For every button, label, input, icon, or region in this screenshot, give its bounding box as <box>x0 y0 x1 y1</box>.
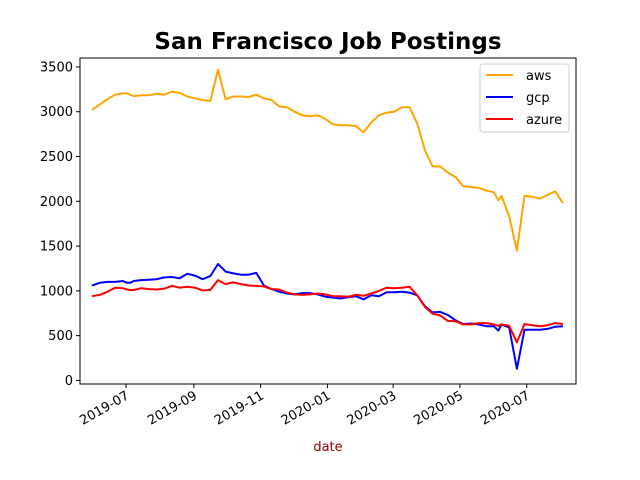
series-line-aws <box>91 68 564 252</box>
series-line-gcp <box>91 263 563 370</box>
series-line-azure <box>91 279 564 344</box>
y-tick-label-500: 500 <box>48 329 73 344</box>
y-tick-label-3000: 3000 <box>40 105 73 120</box>
y-tick-label-3500: 3500 <box>40 60 73 75</box>
legend: aws gcp azure <box>479 63 570 133</box>
series-layer <box>91 68 564 370</box>
y-tick-label-2500: 2500 <box>40 150 73 165</box>
plot-frame <box>79 57 577 385</box>
chart-title: San Francisco Job Postings <box>154 29 501 55</box>
y-axis: 0 500 1000 1500 2000 2500 3000 3500 <box>40 60 80 389</box>
y-tick-label-0: 0 <box>65 374 73 389</box>
y-tick-label-1500: 1500 <box>40 240 73 255</box>
x-axis-label: date <box>313 440 342 455</box>
legend-box <box>479 63 570 133</box>
y-tick-label-2000: 2000 <box>40 195 73 210</box>
y-tick-label-1000: 1000 <box>40 284 73 299</box>
legend-label-gcp: gcp <box>526 91 550 106</box>
legend-label-aws: aws <box>526 69 552 84</box>
legend-label-azure: azure <box>526 113 562 128</box>
